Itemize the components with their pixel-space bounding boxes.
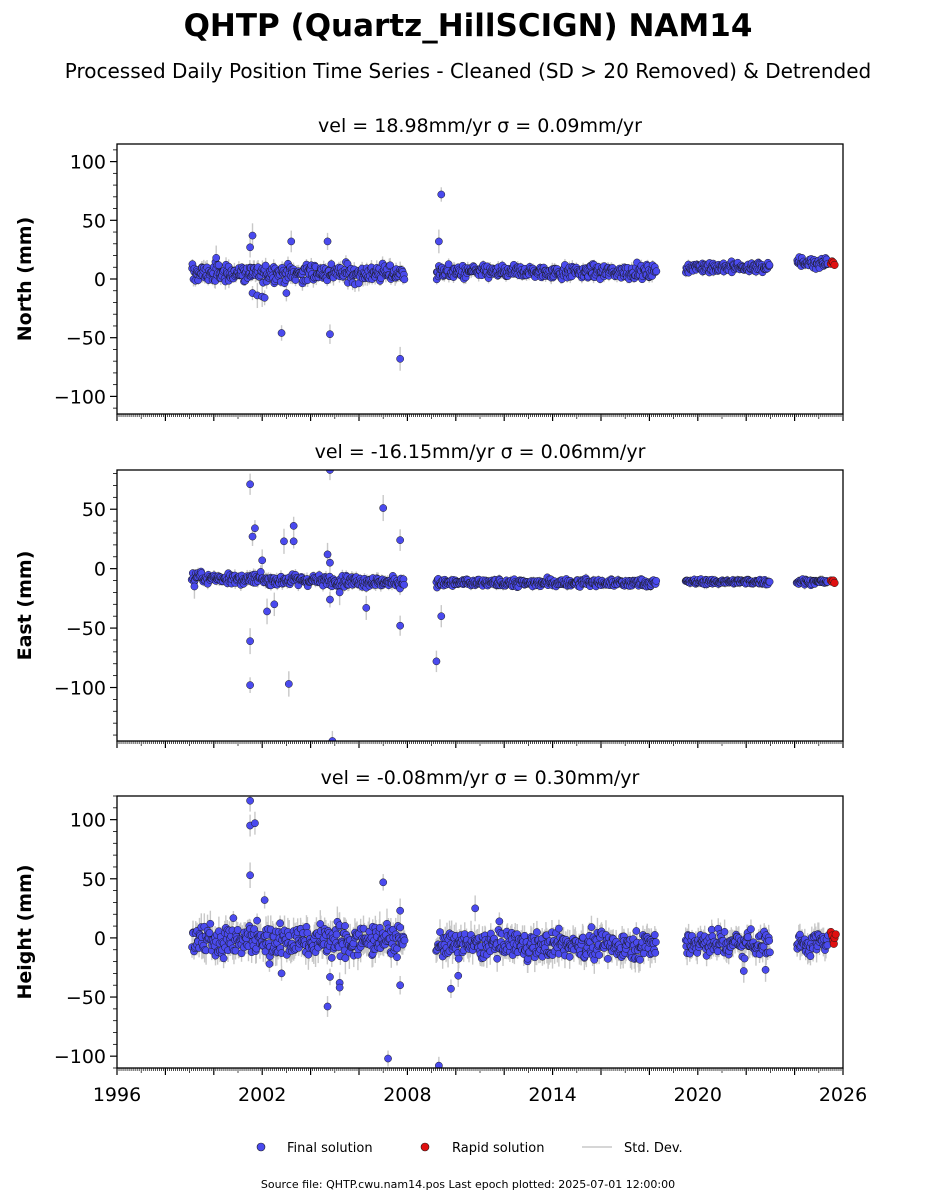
- final-point-outlier: [246, 243, 254, 252]
- final-point-outlier: [284, 680, 293, 688]
- final-point-outlier: [212, 254, 221, 262]
- y-axis-label: East (mm): [14, 551, 36, 661]
- final-point-outlier: [326, 595, 334, 604]
- y-tick-label: 100: [70, 152, 106, 174]
- final-point-outlier: [280, 537, 288, 546]
- panel-east: vel = -16.15mm/yr σ = 0.06mm/yr East (mm)…: [14, 441, 844, 748]
- final-point-outlier: [437, 612, 446, 621]
- panel-title: vel = -16.15mm/yr σ = 0.06mm/yr: [315, 441, 646, 463]
- rapid-points: [826, 257, 839, 269]
- final-point-outlier: [251, 524, 259, 533]
- final-point-outlier: [277, 329, 286, 337]
- final-point: [261, 261, 270, 270]
- final-point-outlier: [246, 681, 254, 689]
- panel-title: vel = 18.98mm/yr σ = 0.09mm/yr: [318, 115, 642, 137]
- final-point-outlier: [323, 237, 332, 246]
- final-point-outlier: [282, 289, 291, 297]
- rapid-points: [826, 576, 839, 587]
- y-tick-label: 50: [82, 210, 106, 232]
- final-point-outlier: [246, 480, 254, 489]
- final-point-outlier: [287, 237, 296, 246]
- final-point-outlier: [289, 522, 298, 530]
- final-point-outlier: [335, 588, 344, 597]
- y-tick-label: 0: [94, 269, 106, 291]
- final-point-outlier: [435, 237, 443, 246]
- final-point-outlier: [190, 582, 199, 591]
- panel-height: vel = -0.08mm/yr σ = 0.30mm/yr Height (mm…: [14, 767, 867, 1106]
- final-point-outlier: [248, 532, 257, 541]
- figure-title: QHTP (Quartz_HillSCIGN) NAM14: [184, 8, 753, 44]
- final-point: [400, 580, 408, 589]
- y-tick-label: −100: [54, 386, 106, 408]
- plot-area: [188, 796, 840, 1068]
- y-tick-label: −100: [54, 678, 106, 700]
- final-point-outlier: [246, 637, 254, 646]
- final-point-outlier: [328, 737, 337, 741]
- final-point-outlier: [289, 537, 298, 546]
- plot-area: [188, 187, 839, 371]
- final-point-outlier: [437, 190, 446, 199]
- final-point-outlier: [258, 556, 267, 565]
- y-axis-label: Height (mm): [14, 864, 36, 999]
- figure-subtitle: Processed Daily Position Time Series - C…: [65, 59, 871, 83]
- final-point: [400, 275, 409, 284]
- final-point-outlier: [248, 231, 257, 240]
- final-point-outlier: [396, 354, 404, 363]
- final-point-outlier: [260, 293, 269, 302]
- final-point-outlier: [326, 330, 334, 339]
- rapid-point: [830, 260, 839, 269]
- final-point: [327, 260, 336, 268]
- final-point: [765, 261, 774, 269]
- final-points: [187, 470, 832, 741]
- plot-frame: [116, 469, 844, 742]
- final-point-outlier: [396, 621, 404, 630]
- rapid-point: [830, 578, 839, 587]
- y-tick-label: −50: [66, 618, 106, 640]
- final-point-outlier: [270, 600, 279, 609]
- y-tick-label: 50: [82, 499, 106, 521]
- final-point: [214, 261, 223, 269]
- final-point-outlier: [432, 657, 441, 666]
- final-point: [652, 267, 661, 276]
- final-point-outlier: [362, 604, 371, 612]
- final-point: [652, 577, 661, 585]
- final-points: [188, 190, 832, 363]
- final-point-outlier: [323, 550, 332, 559]
- final-point-outlier: [396, 536, 404, 544]
- panel-north: vel = 18.98mm/yr σ = 0.09mm/yr North (mm)…: [14, 115, 844, 421]
- y-tick-label: 0: [94, 559, 106, 581]
- final-point: [386, 261, 395, 270]
- final-point-outlier: [379, 504, 388, 512]
- plot-area: [187, 470, 839, 741]
- y-axis-label: North (mm): [14, 217, 36, 342]
- final-point: [444, 260, 453, 269]
- panel-title: vel = -0.08mm/yr σ = 0.30mm/yr: [321, 767, 640, 789]
- final-point-outlier: [326, 558, 334, 567]
- y-tick-label: −50: [66, 328, 106, 350]
- final-point-outlier: [326, 470, 334, 474]
- final-point-outlier: [263, 607, 271, 616]
- final-point: [765, 577, 774, 586]
- stddev-bars: [190, 470, 829, 741]
